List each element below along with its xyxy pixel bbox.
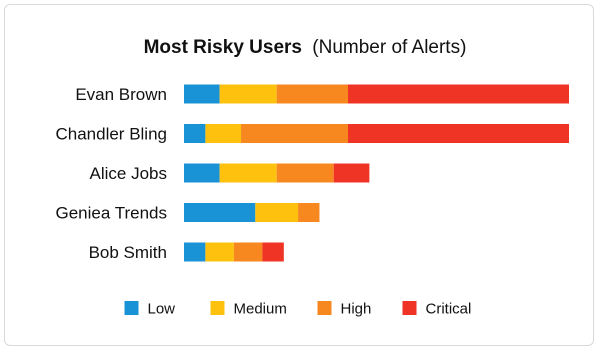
bar-segment-high[interactable] <box>276 163 334 183</box>
bar-segment-critical[interactable] <box>347 124 569 143</box>
category-label: Bob Smith <box>89 243 167 262</box>
legend-label-critical: Critical <box>426 301 472 318</box>
bar-segment-low[interactable] <box>184 124 206 143</box>
bar-segment-low[interactable] <box>184 203 256 222</box>
bar-segment-high[interactable] <box>241 124 348 143</box>
legend-label-medium: Medium <box>234 301 287 318</box>
category-label: Geniea Trends <box>55 204 167 223</box>
bar-segment-medium[interactable] <box>255 203 299 222</box>
legend: Low Medium High Critical <box>124 301 472 318</box>
bar-segment-medium[interactable] <box>219 163 277 183</box>
bar-segment-high[interactable] <box>298 203 320 222</box>
bars-group <box>184 84 569 262</box>
chart-title: Most Risky Users (Number of Alerts) <box>144 37 467 58</box>
bar-segment-medium[interactable] <box>205 124 242 143</box>
bar-segment-high[interactable] <box>233 242 263 262</box>
category-labels: Evan Brown Chandler Bling Alice Jobs Geniea… <box>55 85 167 262</box>
bar-segment-medium[interactable] <box>219 84 277 104</box>
bar-segment-critical[interactable] <box>333 163 370 183</box>
legend-swatch-medium <box>210 301 225 315</box>
legend-label-low: Low <box>148 301 176 318</box>
category-label: Evan Brown <box>75 85 167 104</box>
legend-swatch-high <box>317 301 332 315</box>
bar-segment-low[interactable] <box>184 242 206 262</box>
legend-swatch-low <box>124 301 139 315</box>
bar-segment-critical[interactable] <box>262 242 284 262</box>
chart-subtitle: (Number of Alerts) <box>312 37 466 58</box>
category-label: Chandler Bling <box>55 125 167 144</box>
legend-label-high: High <box>341 301 372 318</box>
bar-segment-critical[interactable] <box>347 84 569 104</box>
bar-segment-low[interactable] <box>184 84 220 104</box>
bar-segment-medium[interactable] <box>205 242 234 262</box>
bar-segment-high[interactable] <box>276 84 348 104</box>
legend-swatch-critical <box>402 301 417 315</box>
category-label: Alice Jobs <box>90 164 167 183</box>
bar-segment-low[interactable] <box>184 163 220 183</box>
chart-title-main: Most Risky Users <box>144 37 302 58</box>
